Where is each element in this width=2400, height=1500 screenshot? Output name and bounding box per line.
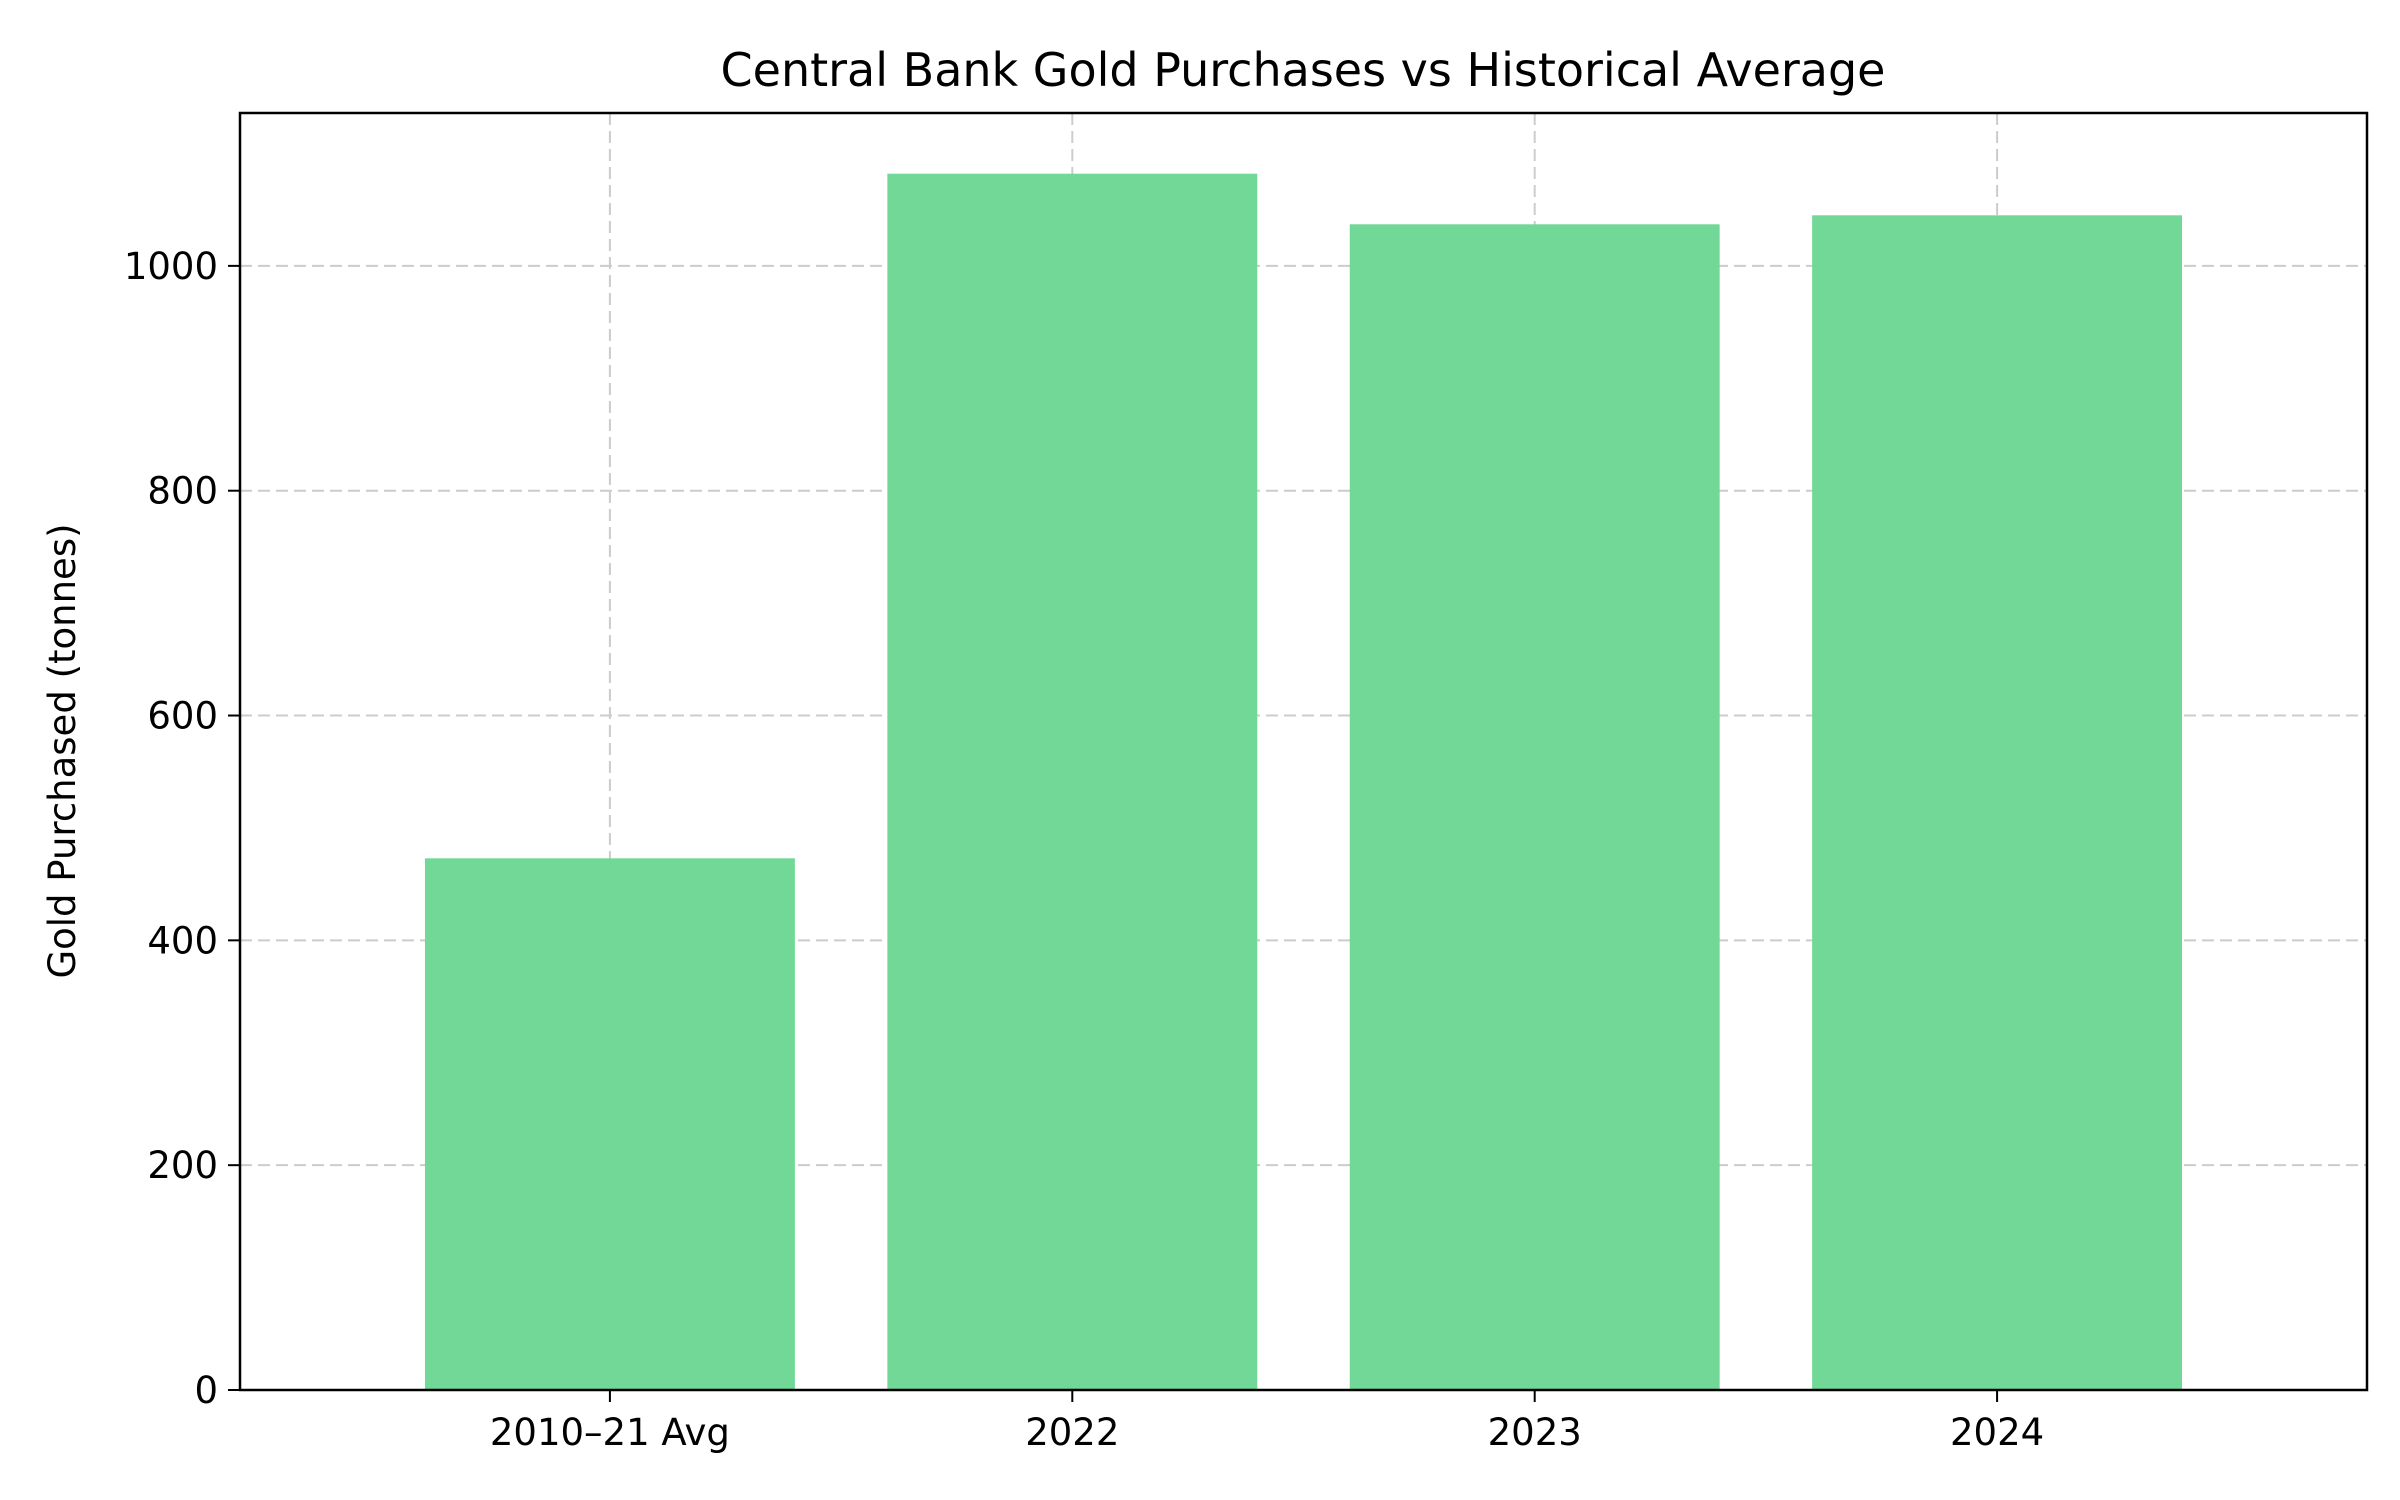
y-tick-label: 0	[194, 1369, 218, 1412]
y-tick-label: 200	[147, 1144, 218, 1187]
x-axis-ticks: 2010–21 Avg 2022 2023 2024	[490, 1390, 2044, 1454]
x-tick-label: 2010–21 Avg	[490, 1411, 730, 1454]
y-tick-label: 400	[147, 919, 218, 962]
y-tick-label: 600	[147, 695, 218, 738]
x-tick-label: 2023	[1488, 1411, 1582, 1454]
x-tick-label: 2022	[1025, 1411, 1119, 1454]
y-axis-ticks: 0 200 400 600 800 1000	[124, 245, 240, 1412]
bar	[887, 173, 1258, 1390]
x-tick-label: 2024	[1950, 1411, 2044, 1454]
bar	[1812, 215, 2183, 1390]
y-axis-label: Gold Purchased (tonnes)	[41, 523, 84, 978]
y-tick-label: 1000	[124, 245, 218, 288]
bar	[1349, 224, 1720, 1391]
plot-frame	[238, 111, 2369, 1392]
chart-title: Central Bank Gold Purchases vs Historica…	[721, 43, 1886, 97]
bar	[424, 858, 795, 1390]
y-tick-label: 800	[147, 470, 218, 513]
bars	[424, 173, 2183, 1391]
